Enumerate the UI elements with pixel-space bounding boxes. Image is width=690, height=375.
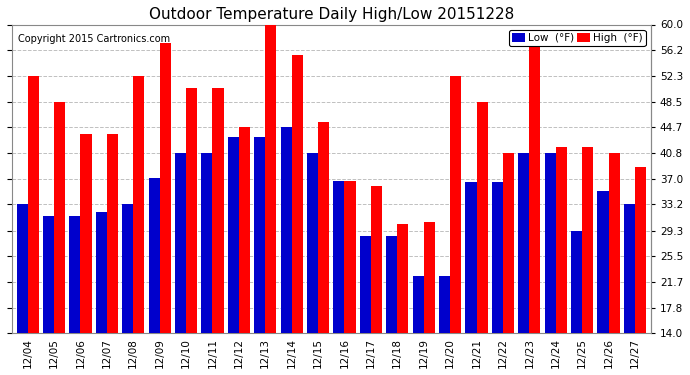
Title: Outdoor Temperature Daily High/Low 20151228: Outdoor Temperature Daily High/Low 20151… — [148, 7, 514, 22]
Bar — [624, 204, 635, 333]
Bar — [292, 56, 303, 333]
Bar — [43, 216, 54, 333]
Bar — [96, 212, 107, 333]
Bar — [492, 182, 503, 333]
Bar — [122, 204, 133, 333]
Bar — [186, 88, 197, 333]
Bar — [333, 181, 344, 333]
Bar — [107, 134, 118, 333]
Bar — [344, 181, 355, 333]
Bar — [213, 88, 224, 333]
Bar — [544, 153, 555, 333]
Bar — [371, 186, 382, 333]
Bar — [439, 276, 450, 333]
Bar — [54, 102, 65, 333]
Bar — [148, 178, 159, 333]
Bar — [133, 76, 144, 333]
Bar — [318, 122, 329, 333]
Bar — [359, 236, 371, 333]
Bar — [28, 76, 39, 333]
Bar — [450, 76, 461, 333]
Bar — [17, 204, 28, 333]
Bar — [424, 222, 435, 333]
Bar — [239, 127, 250, 333]
Bar — [518, 153, 529, 333]
Bar — [307, 153, 318, 333]
Bar — [635, 168, 646, 333]
Bar — [159, 43, 170, 333]
Bar — [598, 191, 609, 333]
Bar — [281, 126, 292, 333]
Bar — [386, 236, 397, 333]
Bar — [609, 153, 620, 333]
Bar — [555, 147, 566, 333]
Bar — [201, 153, 213, 333]
Bar — [413, 276, 424, 333]
Bar — [503, 153, 514, 333]
Bar — [228, 136, 239, 333]
Bar — [571, 231, 582, 333]
Bar — [70, 216, 81, 333]
Legend: Low  (°F), High  (°F): Low (°F), High (°F) — [509, 30, 646, 46]
Bar — [254, 136, 265, 333]
Bar — [477, 102, 488, 333]
Bar — [265, 25, 277, 333]
Bar — [466, 182, 477, 333]
Bar — [582, 147, 593, 333]
Bar — [397, 225, 408, 333]
Bar — [175, 153, 186, 333]
Bar — [81, 134, 92, 333]
Text: Copyright 2015 Cartronics.com: Copyright 2015 Cartronics.com — [18, 34, 170, 44]
Bar — [529, 43, 540, 333]
